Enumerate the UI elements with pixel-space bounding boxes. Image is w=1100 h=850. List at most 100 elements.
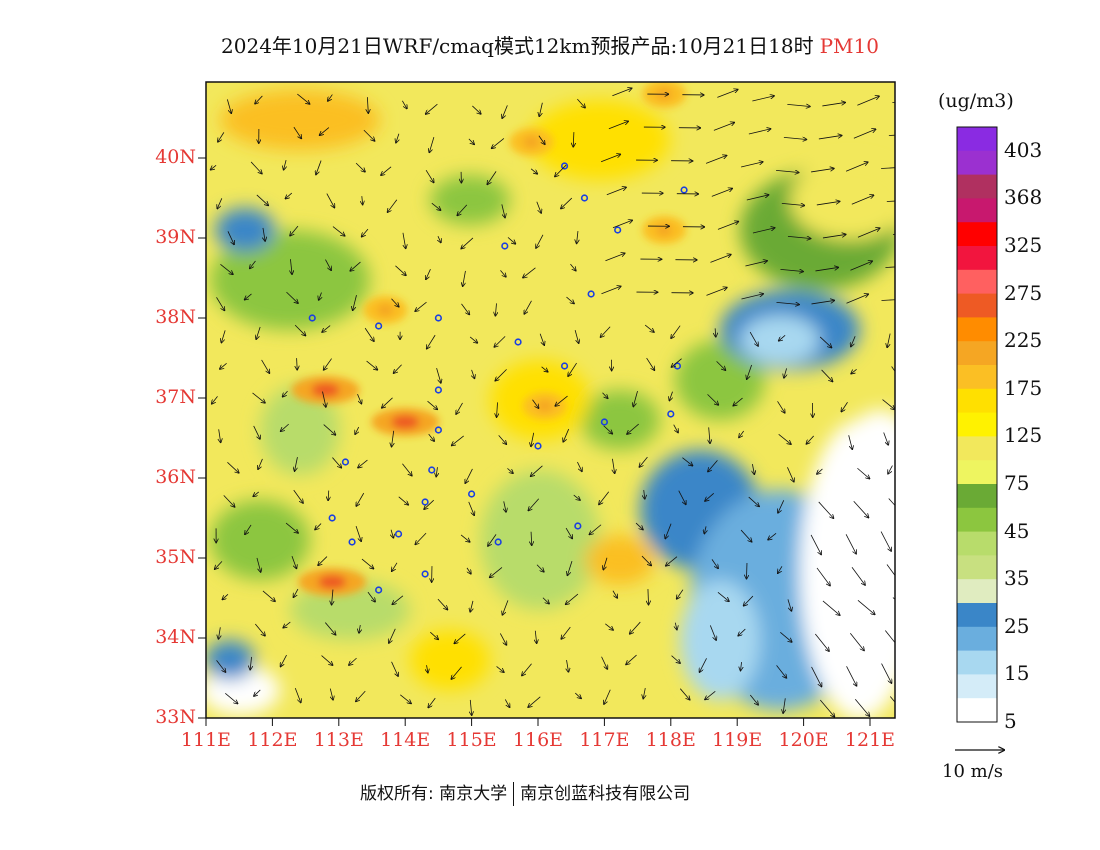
wind-arrow — [263, 227, 265, 241]
wind-arrow — [816, 201, 840, 206]
wind-arrow — [567, 660, 569, 672]
wind-arrows — [211, 88, 895, 716]
wind-arrow — [355, 162, 365, 172]
wind-arrow — [781, 203, 805, 205]
wind-arrow — [250, 260, 256, 268]
wind-arrow — [227, 462, 238, 473]
colorbar-label: 5 — [1004, 709, 1017, 733]
colorbar-segment — [957, 222, 997, 247]
wind-arrow — [388, 199, 398, 212]
city-marker — [328, 514, 336, 522]
wind-arrow — [490, 567, 503, 577]
wind-arrow — [366, 360, 378, 370]
wind-arrow — [709, 625, 716, 640]
wind-arrow — [216, 660, 226, 672]
wind-arrow — [323, 424, 336, 435]
wind-arrow — [281, 423, 289, 431]
wind-arrow — [787, 104, 810, 106]
lon-label: 114E — [380, 729, 431, 751]
copyright-org2: 南京创蓝科技有限公司 — [520, 784, 691, 804]
wind-arrow — [438, 235, 441, 242]
wind-arrow — [532, 399, 539, 408]
wind-arrow — [402, 100, 407, 109]
wind-arrow — [845, 162, 868, 172]
wind-arrow — [739, 430, 745, 437]
wind-arrow — [577, 98, 585, 108]
wind-arrow — [561, 197, 573, 208]
wind-arrow — [256, 326, 261, 339]
wind-arrow — [787, 467, 793, 481]
wind-arrow — [740, 162, 763, 168]
colorbar-segment — [957, 626, 997, 652]
wind-arrow — [857, 599, 875, 614]
wind-arrow — [555, 164, 567, 176]
lat-label: 35N — [155, 546, 196, 568]
city-marker — [667, 410, 675, 418]
wind-arrow — [643, 687, 645, 698]
wind-arrow — [589, 524, 602, 535]
wind-arrow — [499, 633, 506, 645]
wind-arrow — [541, 366, 548, 372]
wind-arrow — [358, 459, 368, 468]
wind-arrow — [451, 666, 462, 679]
city-markers — [308, 162, 688, 594]
wind-arrow — [853, 129, 876, 139]
wind-arrow — [679, 688, 689, 700]
colorbar-segment — [957, 317, 997, 342]
wind-arrow — [398, 496, 408, 505]
wind-arrow — [740, 529, 752, 542]
wind-arrow — [223, 495, 235, 507]
colorbar-segment — [957, 293, 997, 318]
wind-arrow — [425, 169, 434, 182]
axis-ticks — [198, 157, 871, 726]
wind-arrow — [630, 621, 641, 634]
wind-arrow — [297, 358, 298, 370]
wind-arrow — [573, 132, 574, 147]
wind-arrow — [600, 326, 611, 337]
wind-arrow — [355, 525, 361, 541]
wind-arrow — [461, 237, 474, 249]
wind-arrow — [415, 532, 427, 544]
wind-arrow — [846, 666, 857, 686]
wind-arrow — [454, 633, 466, 643]
hotspots — [291, 82, 687, 596]
wind-arrow — [502, 105, 508, 118]
wind-arrow — [892, 101, 895, 103]
city-marker — [434, 314, 443, 322]
wind-arrow — [355, 426, 360, 434]
wind-arrow — [318, 556, 328, 566]
colorbar-segment — [957, 246, 997, 271]
wind-arrow — [253, 425, 260, 439]
wind-arrow — [528, 498, 540, 511]
wind-arrow — [293, 126, 301, 138]
wind-arrow — [328, 94, 333, 101]
wind-arrow — [748, 496, 759, 506]
wind-arrow — [523, 267, 536, 278]
wind-arrow — [469, 336, 477, 343]
wind-arrow — [738, 628, 746, 636]
city-marker — [560, 362, 569, 370]
wind-arrow — [744, 595, 754, 606]
wind-arrow — [846, 294, 868, 304]
wind-arrow — [648, 589, 649, 605]
wind-arrow — [671, 655, 681, 663]
colorbar-label: 15 — [1004, 661, 1030, 686]
wind-arrow — [815, 267, 838, 272]
wind-arrow — [814, 633, 829, 651]
wind-arrow — [497, 402, 498, 417]
lat-label: 33N — [155, 706, 196, 728]
colorbar-label: 275 — [1004, 280, 1043, 305]
colorbar-segment — [957, 412, 997, 437]
colorbar-segment — [957, 579, 997, 604]
wind-arrow — [252, 392, 265, 403]
wind-arrow — [495, 369, 507, 380]
wind-arrow — [574, 329, 579, 343]
colorbar-segment — [957, 698, 997, 723]
wind-arrow — [741, 661, 742, 670]
wind-arrow — [705, 691, 716, 699]
wind-arrow — [402, 232, 406, 249]
wind-arrow — [391, 529, 393, 538]
wind-arrow — [463, 270, 466, 286]
lon-label: 120E — [778, 729, 829, 751]
reference-vector-label: 10 m/s — [942, 761, 1003, 782]
